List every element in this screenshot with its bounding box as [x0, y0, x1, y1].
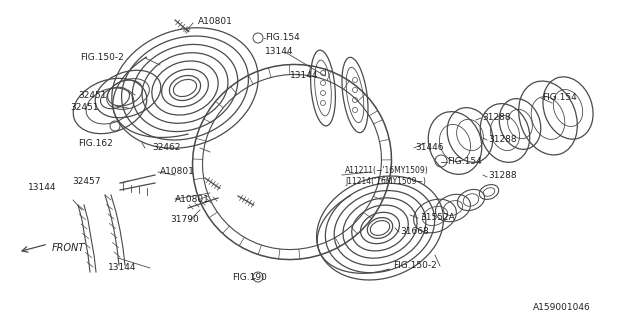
Text: A11211(−'16MY1509): A11211(−'16MY1509) — [345, 165, 429, 174]
Text: 13144: 13144 — [290, 70, 319, 79]
Text: A10801: A10801 — [175, 195, 210, 204]
Text: 31552A: 31552A — [420, 213, 455, 222]
Text: J11214('16MY1509−): J11214('16MY1509−) — [345, 178, 426, 187]
Text: FIG.154: FIG.154 — [447, 156, 482, 165]
Text: A10801: A10801 — [160, 167, 195, 177]
Text: 32451: 32451 — [78, 91, 106, 100]
Text: FIG.154: FIG.154 — [542, 92, 577, 101]
Text: 13144: 13144 — [108, 263, 136, 273]
Text: 32462: 32462 — [152, 143, 180, 153]
Text: 31288: 31288 — [488, 134, 516, 143]
Text: FIG.150-2: FIG.150-2 — [80, 53, 124, 62]
Text: 32451: 32451 — [70, 103, 99, 113]
Text: A159001046: A159001046 — [533, 303, 591, 313]
Text: FIG.190: FIG.190 — [232, 274, 267, 283]
Text: 31790: 31790 — [170, 215, 199, 225]
Text: FIG.150-2: FIG.150-2 — [393, 261, 436, 270]
Text: 31446: 31446 — [415, 142, 444, 151]
Text: 13144: 13144 — [28, 183, 56, 193]
Text: FIG.162: FIG.162 — [78, 139, 113, 148]
Text: FRONT: FRONT — [52, 243, 85, 253]
Text: 31668: 31668 — [400, 228, 429, 236]
Text: 13144: 13144 — [265, 47, 294, 57]
Text: FIG.154: FIG.154 — [265, 33, 300, 42]
Text: A10801: A10801 — [198, 18, 233, 27]
Text: 31288: 31288 — [488, 172, 516, 180]
Text: 32457: 32457 — [72, 177, 100, 186]
Text: 31288: 31288 — [482, 114, 511, 123]
